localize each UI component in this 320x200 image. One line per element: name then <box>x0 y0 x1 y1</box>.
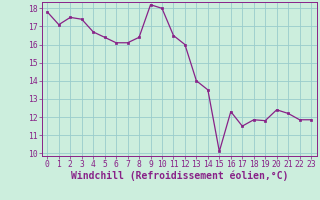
X-axis label: Windchill (Refroidissement éolien,°C): Windchill (Refroidissement éolien,°C) <box>70 171 288 181</box>
